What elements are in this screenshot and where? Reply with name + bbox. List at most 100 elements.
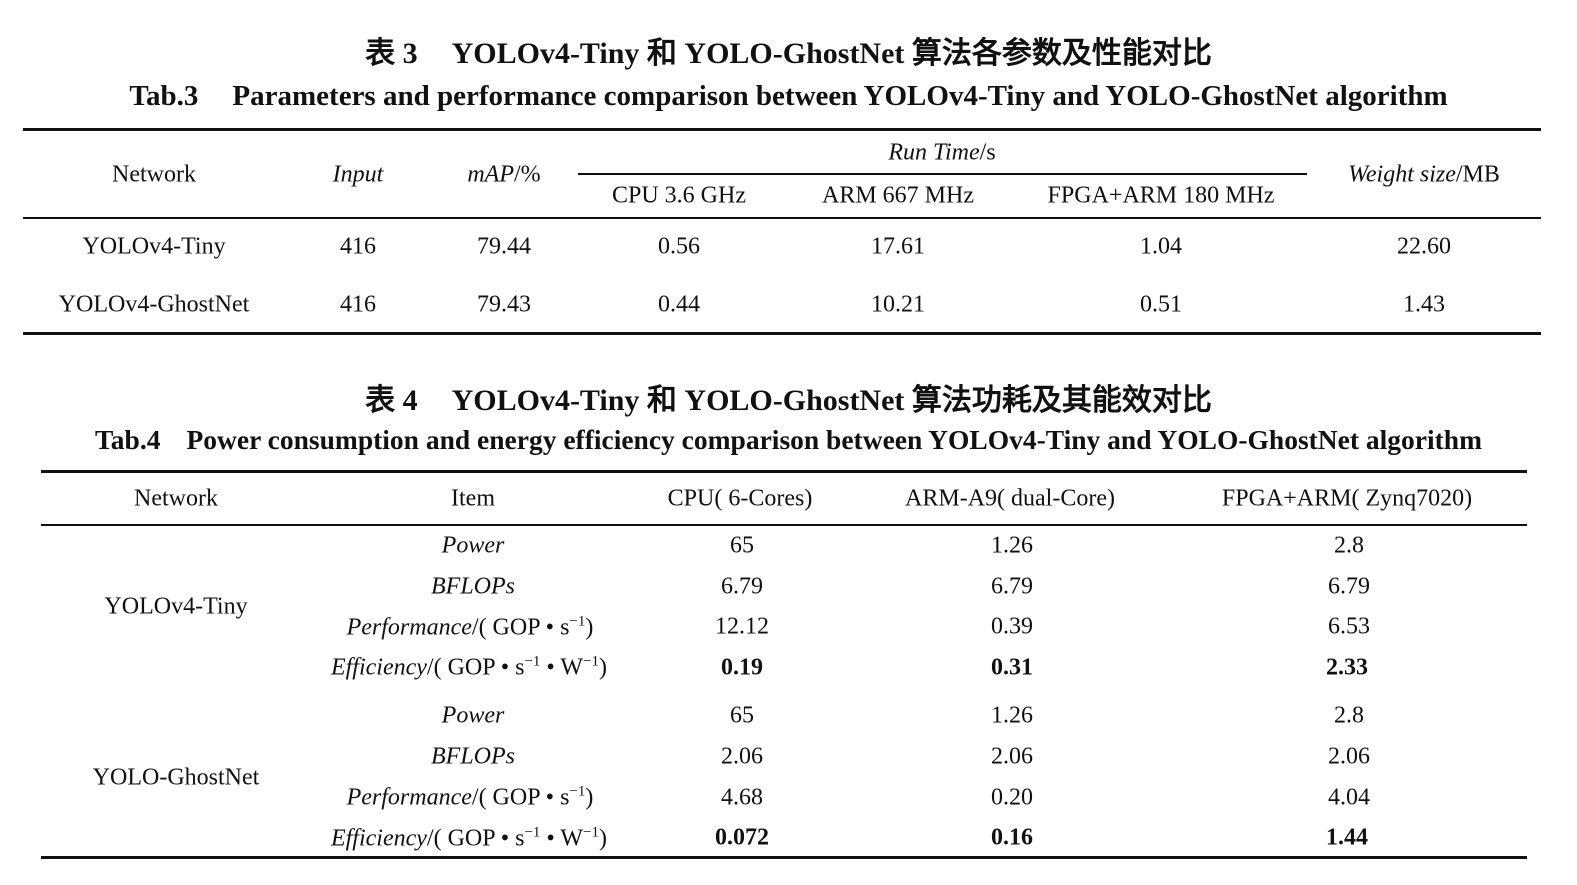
table3-header-network: Network: [112, 161, 196, 188]
table3-row1-arm: 17.61: [871, 233, 925, 260]
close-paren: ): [599, 825, 608, 852]
table4-group2-bflops-arm: 2.06: [991, 743, 1033, 770]
table3-header-map: mAP/%: [467, 162, 540, 189]
efficiency-unit: /( GOP • s: [426, 825, 525, 852]
table3-header-weight-unit: /MB: [1455, 161, 1500, 188]
table4-group1-power-arm: 1.26: [991, 532, 1033, 559]
table4-group2-efficiency-cpu: 0.072: [715, 824, 769, 851]
exponent: −1: [583, 653, 600, 670]
table3-caption-en: Tab.3 Parameters and performance comparis…: [0, 80, 1577, 113]
table3-row1-fpga: 1.04: [1140, 233, 1182, 260]
table4-group2-power-cpu: 65: [730, 702, 754, 729]
table3-header-weight: Weight size/MB: [1348, 162, 1500, 189]
efficiency-unit-mid: • W: [540, 825, 584, 852]
table4-header-network: Network: [134, 485, 218, 512]
table4-group2-efficiency-arm: 0.16: [991, 824, 1033, 851]
table3-row2-cpu: 0.44: [658, 291, 700, 318]
table4-group2-bflops-cpu: 2.06: [721, 743, 763, 770]
table3-header-rule: [23, 217, 1541, 219]
table4-group1-power-fpga: 2.8: [1334, 532, 1364, 559]
table3-caption-cn-text: YOLOv4-Tiny 和 YOLO-GhostNet 算法各参数及性能对比: [451, 37, 1212, 70]
table4-header-cpu: CPU( 6-Cores): [667, 485, 813, 512]
table4-group2-efficiency-label: Efficiency/( GOP • s−1 • W−1): [330, 824, 608, 853]
table3-row2-arm: 10.21: [871, 291, 925, 318]
table3-row1-map: 79.44: [477, 233, 531, 260]
table4-group2-performance-arm: 0.20: [991, 784, 1033, 811]
close-paren: ): [599, 654, 608, 681]
table4-group1-efficiency-label: Efficiency/( GOP • s−1 • W−1): [330, 653, 608, 682]
table4-group1-network: YOLOv4-Tiny: [104, 593, 248, 620]
table4-group1-power-cpu: 65: [730, 532, 754, 559]
table4-caption-cn-label: 表 4: [365, 384, 418, 417]
table4-group1-performance-label: Performance/( GOP • s−1): [346, 613, 594, 642]
table3-caption-cn-label: 表 3: [365, 37, 418, 70]
table3-top-rule: [23, 128, 1541, 131]
table4-caption-en-text: Power consumption and energy efficiency …: [186, 424, 1483, 455]
table3-caption-cn: 表 3 YOLOv4-Tiny 和 YOLO-GhostNet 算法各参数及性能对…: [0, 28, 1577, 72]
table4-group1-efficiency-fpga: 2.33: [1326, 654, 1368, 681]
table4-group2-power-fpga: 2.8: [1334, 702, 1364, 729]
table4-group1-bflops-cpu: 6.79: [721, 573, 763, 600]
table3-header-weight-name: Weight size: [1348, 161, 1456, 188]
table4-bottom-rule: [41, 856, 1527, 859]
table4-group1-efficiency-cpu: 0.19: [721, 654, 763, 681]
table3-header-map-name: mAP: [467, 161, 514, 188]
table3-header-arm: ARM 667 MHz: [821, 182, 975, 209]
table3-caption-en-label: Tab.3: [129, 80, 199, 112]
table3-row2-network: YOLOv4-GhostNet: [58, 291, 250, 318]
table4-group1-power-label: Power: [441, 532, 505, 559]
efficiency-name: Efficiency: [330, 825, 427, 852]
table4-header-item: Item: [451, 485, 495, 512]
performance-name: Performance: [346, 784, 472, 811]
table4-caption-en: Tab.4 Power consumption and energy effici…: [0, 424, 1577, 456]
efficiency-unit: /( GOP • s: [426, 654, 525, 681]
table4-caption-cn-text: YOLOv4-Tiny 和 YOLO-GhostNet 算法功耗及其能效对比: [451, 384, 1212, 417]
table3-row1-cpu: 0.56: [658, 233, 700, 260]
table4-group2-power-arm: 1.26: [991, 702, 1033, 729]
table3-runtime-subrule: [578, 173, 1307, 175]
close-paren: ): [585, 614, 594, 641]
table4-group1-performance-fpga: 6.53: [1328, 613, 1370, 640]
table3-header-runtime: Run Time/s: [888, 140, 995, 167]
table4-top-rule: [41, 470, 1527, 473]
performance-unit: /( GOP • s: [471, 784, 570, 811]
table4-group1-performance-cpu: 12.12: [715, 613, 769, 640]
table4-group2-performance-fpga: 4.04: [1328, 784, 1370, 811]
exponent: −1: [524, 824, 541, 841]
table4-group2-performance-label: Performance/( GOP • s−1): [346, 783, 594, 812]
table4-group1-bflops-fpga: 6.79: [1328, 573, 1370, 600]
table4-group2-efficiency-fpga: 1.44: [1326, 824, 1368, 851]
table3-header-input: Input: [332, 161, 384, 188]
table4-group2-power-label: Power: [441, 702, 505, 729]
exponent: −1: [583, 824, 600, 841]
table3-row1-network: YOLOv4-Tiny: [82, 233, 226, 260]
table3-row2-input: 416: [340, 291, 376, 318]
table3-header-runtime-unit: /s: [979, 139, 996, 166]
table4-group2-network: YOLO-GhostNet: [92, 764, 260, 791]
table3-row2-weight: 1.43: [1403, 291, 1445, 318]
table3-row1-weight: 22.60: [1397, 233, 1451, 260]
table3-row2-fpga: 0.51: [1140, 291, 1182, 318]
table3-header-fpga: FPGA+ARM 180 MHz: [1047, 182, 1275, 209]
table3-header-cpu: CPU 3.6 GHz: [611, 182, 747, 209]
table4-group1-bflops-arm: 6.79: [991, 573, 1033, 600]
table3-row1-input: 416: [340, 233, 376, 260]
exponent: −1: [569, 613, 586, 630]
exponent: −1: [569, 783, 586, 800]
table4-group1-bflops-label: BFLOPs: [431, 573, 515, 600]
efficiency-unit-mid: • W: [540, 654, 584, 681]
table4-header-rule: [41, 524, 1527, 526]
close-paren: ): [585, 784, 594, 811]
table4-header-fpga: FPGA+ARM( Zynq7020): [1221, 485, 1473, 512]
performance-unit: /( GOP • s: [471, 614, 570, 641]
performance-name: Performance: [346, 614, 472, 641]
table4-group2-bflops-label: BFLOPs: [431, 743, 515, 770]
efficiency-name: Efficiency: [330, 654, 427, 681]
table4-caption-cn: 表 4 YOLOv4-Tiny 和 YOLO-GhostNet 算法功耗及其能效对…: [0, 375, 1577, 419]
table4-group2-performance-cpu: 4.68: [721, 784, 763, 811]
table4-group2-bflops-fpga: 2.06: [1328, 743, 1370, 770]
table3-header-map-unit: /%: [513, 161, 541, 188]
table3-caption-en-text: Parameters and performance comparison be…: [232, 80, 1448, 112]
exponent: −1: [524, 653, 541, 670]
table4-caption-en-label: Tab.4: [94, 424, 161, 455]
